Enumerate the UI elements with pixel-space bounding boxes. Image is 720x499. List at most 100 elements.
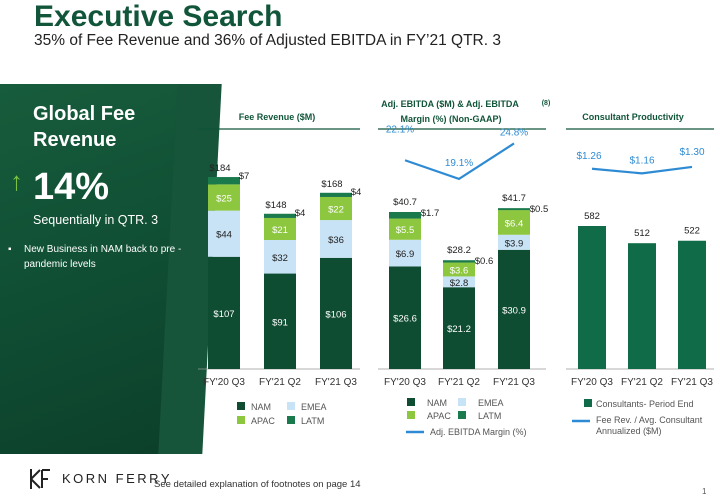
fee-bar-label: $22 — [328, 205, 344, 216]
fee-bar-label: $91 — [272, 317, 288, 328]
ebitda-legend-line-label: Adj. EBITDA Margin (%) — [430, 427, 527, 437]
productivity-line — [591, 165, 693, 175]
ebitda-bar-label: $21.2 — [447, 324, 471, 335]
growth-caption: Sequentially in QTR. 3 — [33, 213, 159, 227]
fee-bar-apac — [320, 196, 352, 221]
fee-bar-emea — [208, 210, 240, 257]
panel-title-line2: Revenue — [33, 129, 117, 151]
panel-title-line1: Global Fee — [33, 103, 136, 125]
fee-bar-apac — [208, 184, 240, 211]
ebitda-legend-swatch — [407, 411, 415, 419]
productivity-line-label: $1.16 — [629, 155, 654, 166]
ebitda-title-line1: Adj. EBITDA ($M) & Adj. EBITDA — [381, 99, 519, 109]
ebitda-legend-swatch — [458, 411, 466, 419]
ebitda-margin-label: 24.8% — [500, 127, 528, 138]
fee-legend-swatch — [237, 402, 245, 410]
ebitda-legend-label: APAC — [427, 411, 451, 421]
ebitda-bar-nam — [498, 249, 530, 369]
footnote: See detailed explanation of footnotes on… — [154, 479, 361, 490]
consultant-bar-label: 512 — [634, 228, 650, 239]
growth-value: 14% — [33, 166, 110, 208]
fee-revenue-title: Fee Revenue ($M) — [239, 112, 316, 122]
ebitda-bar-nam — [443, 287, 475, 369]
fee-x-tick: FY'21 Q2 — [259, 377, 301, 388]
ebitda-bar-apac — [498, 210, 530, 235]
fee-legend-label: NAM — [251, 402, 271, 412]
fee-bar-nam — [320, 257, 352, 369]
fee-bar-latm — [264, 213, 296, 218]
ebitda-title-line2: Margin (%) (Non-GAAP) — [401, 114, 502, 124]
ebitda-bar-latm — [389, 212, 421, 219]
ebitda-bar-nam — [389, 266, 421, 369]
fee-bar-emea — [264, 239, 296, 274]
fee-total-label: $184 — [209, 163, 230, 174]
fee-bar-label: $36 — [328, 235, 344, 246]
productivity-legend-swatch — [584, 399, 592, 407]
ebitda-legend-label: LATM — [478, 411, 501, 421]
fee-bar-label: $107 — [213, 309, 234, 320]
fee-legend-swatch — [287, 402, 295, 410]
fee-bar-label: $21 — [272, 225, 288, 236]
up-arrow-icon: ↑ — [10, 166, 23, 196]
productivity-legend-line-label2: Annualized ($M) — [596, 426, 662, 436]
ebitda-bar-latm — [498, 208, 530, 211]
ebitda-bar-latm — [443, 260, 475, 263]
page-number: 1 — [702, 487, 707, 496]
fee-bar-apac — [264, 217, 296, 240]
productivity-x-tick: FY'20 Q3 — [571, 377, 613, 388]
consultant-bar-label: 582 — [584, 211, 600, 222]
fee-latm-label: $4 — [295, 208, 306, 219]
ebitda-bar-label: $26.6 — [393, 314, 417, 325]
fee-total-label: $168 — [321, 179, 342, 190]
brand-name: KORN FERRY — [62, 471, 172, 486]
fee-latm-label: $7 — [239, 171, 250, 182]
ebitda-legend-swatch — [458, 398, 466, 406]
page-subtitle: 35% of Fee Revenue and 36% of Adjusted E… — [34, 32, 501, 49]
ebitda-margin-label: 22.1% — [386, 124, 414, 135]
bullet-icon: ▪ — [8, 244, 12, 255]
ebitda-bar-label: $5.5 — [396, 225, 415, 236]
highlight-panel — [0, 84, 222, 454]
consultant-bar — [578, 226, 606, 369]
fee-latm-label: $4 — [351, 187, 362, 198]
panel-title: Global Fee Revenue — [33, 101, 135, 153]
page-title: Executive Search — [34, 0, 283, 33]
fee-legend-swatch — [237, 416, 245, 424]
fee-bar-emea — [320, 220, 352, 258]
fee-legend-label: LATM — [301, 416, 324, 426]
fee-bar-latm — [208, 177, 240, 185]
productivity-legend-line-label1: Fee Rev. / Avg. Consultant — [596, 415, 703, 425]
fee-legend-label: APAC — [251, 416, 275, 426]
ebitda-margin-line — [404, 142, 515, 181]
ebitda-latm-label: $0.5 — [530, 204, 549, 215]
ebitda-bar-label: $30.9 — [502, 305, 526, 316]
ebitda-bar-emea — [443, 276, 475, 288]
ebitda-bar-apac — [443, 262, 475, 277]
ebitda-margin-label: 19.1% — [445, 158, 473, 169]
consultant-bar-label: 522 — [684, 226, 700, 237]
fee-x-tick: FY'20 Q3 — [203, 377, 245, 388]
productivity-x-tick: FY'21 Q3 — [671, 377, 713, 388]
fee-legend-label: EMEA — [301, 402, 327, 412]
ebitda-x-tick: FY'21 Q3 — [493, 377, 535, 388]
consultant-bar — [678, 240, 706, 369]
ebitda-legend-label: EMEA — [478, 398, 504, 408]
fee-x-tick: FY'21 Q3 — [315, 377, 357, 388]
bullet-text: New Business in NAM back to pre -pandemi… — [24, 244, 182, 270]
fee-bar-label: $44 — [216, 230, 232, 241]
productivity-line-label: $1.26 — [576, 151, 601, 162]
fee-bar-label: $32 — [272, 253, 288, 264]
ebitda-bar-label: $6.4 — [505, 218, 524, 229]
ebitda-bar-apac — [389, 218, 421, 240]
fee-bar-label: $106 — [325, 309, 346, 320]
ebitda-latm-label: $1.7 — [421, 208, 440, 219]
ebitda-bar-label: $3.6 — [450, 265, 469, 276]
fee-bar-nam — [208, 256, 240, 369]
ebitda-title-note: (8) — [542, 100, 551, 107]
fee-bar-latm — [320, 192, 352, 197]
consultant-bar — [628, 243, 656, 369]
ebitda-bar-emea — [389, 239, 421, 267]
ebitda-bar-label: $3.9 — [505, 238, 524, 249]
ebitda-bar-label: $6.9 — [396, 249, 415, 260]
